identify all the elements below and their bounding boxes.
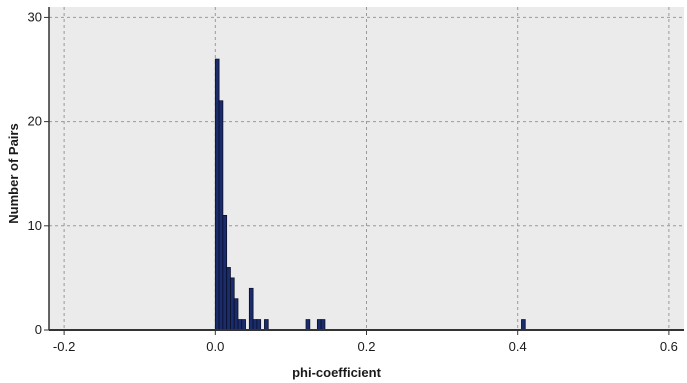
histogram-bar	[218, 100, 224, 331]
grid-lines	[49, 7, 684, 330]
y-tick-label: 30	[28, 9, 42, 24]
histogram-bar	[241, 319, 246, 331]
histogram-bar	[230, 277, 235, 331]
x-axis-ticks: -0.2 0.0 0.2 0.4 0.6	[53, 330, 678, 354]
x-tick-label: -0.2	[53, 339, 75, 354]
x-tick-label: 0.6	[660, 339, 678, 354]
histogram-bar	[256, 319, 262, 331]
x-tick-label: 0.0	[206, 339, 224, 354]
histogram-bar	[214, 58, 220, 331]
y-axis-ticks: 0 10 20 30	[28, 9, 49, 337]
histogram-bar	[252, 319, 258, 331]
histogram-bar	[248, 287, 254, 331]
histogram-bar	[237, 319, 243, 331]
histogram-bar	[316, 319, 322, 331]
histogram-bar	[222, 214, 228, 331]
y-tick-label: 10	[28, 218, 42, 233]
histogram-bar	[233, 298, 239, 331]
histogram-bar	[320, 319, 326, 331]
x-axis-label: phi-coefficient	[292, 365, 382, 380]
plot-area	[49, 7, 684, 330]
histogram-bar	[226, 267, 231, 331]
x-tick-label: 0.4	[509, 339, 527, 354]
histogram-bar	[305, 319, 311, 331]
y-axis-label: Number of Pairs	[6, 123, 21, 223]
histogram-bar	[521, 319, 526, 331]
x-tick-label: 0.2	[357, 339, 375, 354]
histogram-bar	[264, 319, 269, 331]
y-tick-label: 0	[35, 322, 42, 337]
y-tick-label: 20	[28, 114, 42, 129]
